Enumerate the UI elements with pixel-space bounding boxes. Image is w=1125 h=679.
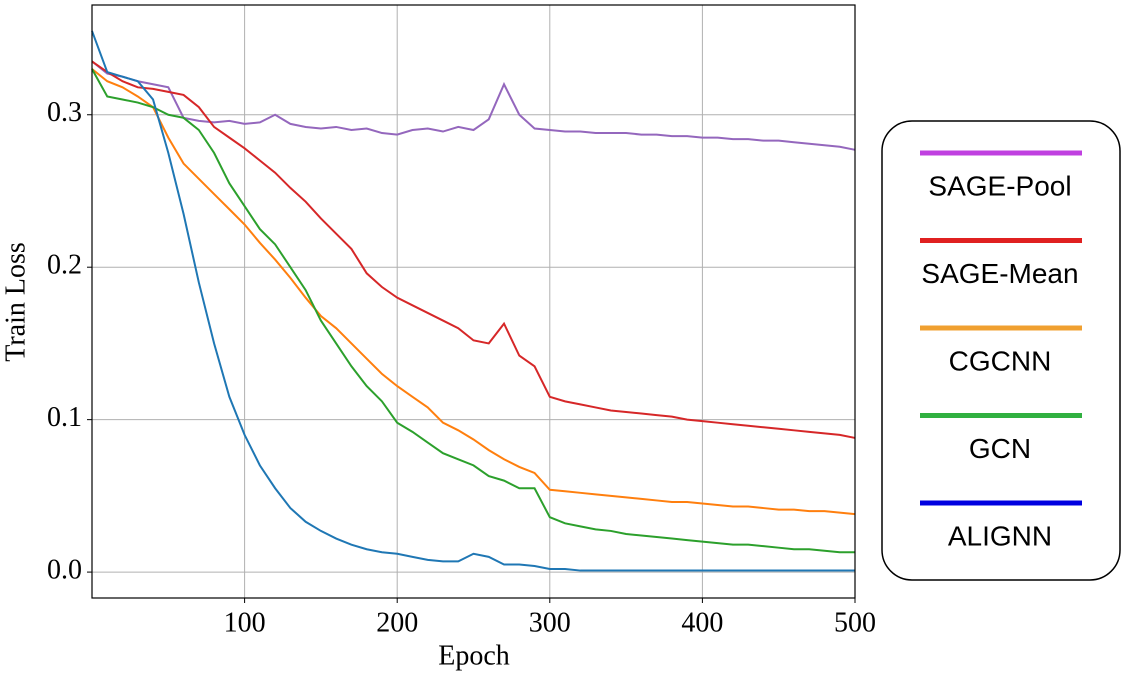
y-axis-label: Train Loss — [0, 242, 31, 362]
y-tick-label: 0.3 — [47, 97, 82, 128]
legend-label: ALIGNN — [948, 520, 1052, 551]
series-line — [91, 60, 856, 439]
legend-box — [881, 120, 1121, 581]
legend-label: CGCNN — [949, 345, 1052, 376]
y-tick-label: 0.2 — [47, 250, 82, 281]
series-line — [91, 60, 856, 151]
legend-label: GCN — [969, 433, 1031, 464]
y-tick-label: 0.1 — [47, 402, 82, 433]
x-tick-label: 300 — [529, 607, 571, 638]
series-line — [91, 68, 856, 516]
x-axis-label: Epoch — [438, 640, 510, 671]
legend-label: SAGE-Pool — [928, 170, 1071, 201]
series-line — [91, 30, 855, 572]
x-tick-label: 400 — [681, 607, 723, 638]
legend-label: SAGE-Mean — [921, 258, 1078, 289]
plot-frame — [91, 4, 856, 599]
series-line — [91, 68, 855, 554]
y-tick-label: 0.0 — [47, 555, 82, 586]
x-tick-label: 200 — [376, 607, 418, 638]
x-tick-label: 100 — [224, 607, 266, 638]
x-tick-label: 500 — [834, 607, 876, 638]
